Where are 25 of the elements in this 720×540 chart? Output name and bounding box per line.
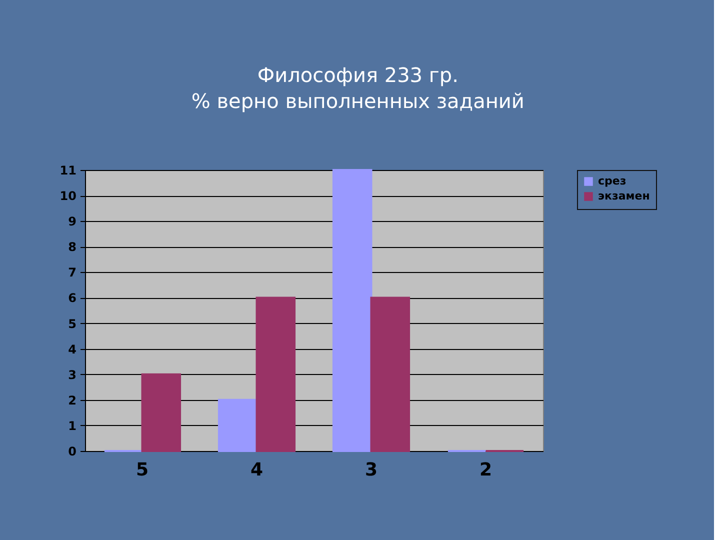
chart-title: Философия 233 гр. <box>257 63 458 87</box>
y-tick-label: 8 <box>68 240 76 254</box>
y-tick-label: 5 <box>68 316 76 331</box>
x-tick-label: 2 <box>479 460 492 480</box>
x-tick-label: 4 <box>250 460 264 480</box>
bar <box>256 296 296 452</box>
legend-label: экзамен <box>598 190 650 202</box>
bar <box>370 296 410 452</box>
y-tick-label: 9 <box>68 214 76 229</box>
bar <box>141 373 182 452</box>
y-tick-label: 4 <box>68 342 76 356</box>
y-tick-label: 1 <box>68 418 76 433</box>
y-tick-label: 7 <box>68 266 76 280</box>
y-tick-label: 11 <box>60 164 76 178</box>
y-tick-label: 10 <box>60 189 76 204</box>
bar <box>332 169 372 452</box>
bar <box>218 398 258 452</box>
y-tick-label: 6 <box>68 291 76 306</box>
legend-label: срез <box>598 174 626 188</box>
x-tick-label: 5 <box>136 460 149 480</box>
y-tick-label: 0 <box>68 444 76 458</box>
y-tick-label: 3 <box>68 368 76 382</box>
x-tick-label: 3 <box>364 460 378 480</box>
chart-subtitle: % верно выполненных заданий <box>191 89 524 113</box>
y-tick-label: 2 <box>68 393 76 408</box>
